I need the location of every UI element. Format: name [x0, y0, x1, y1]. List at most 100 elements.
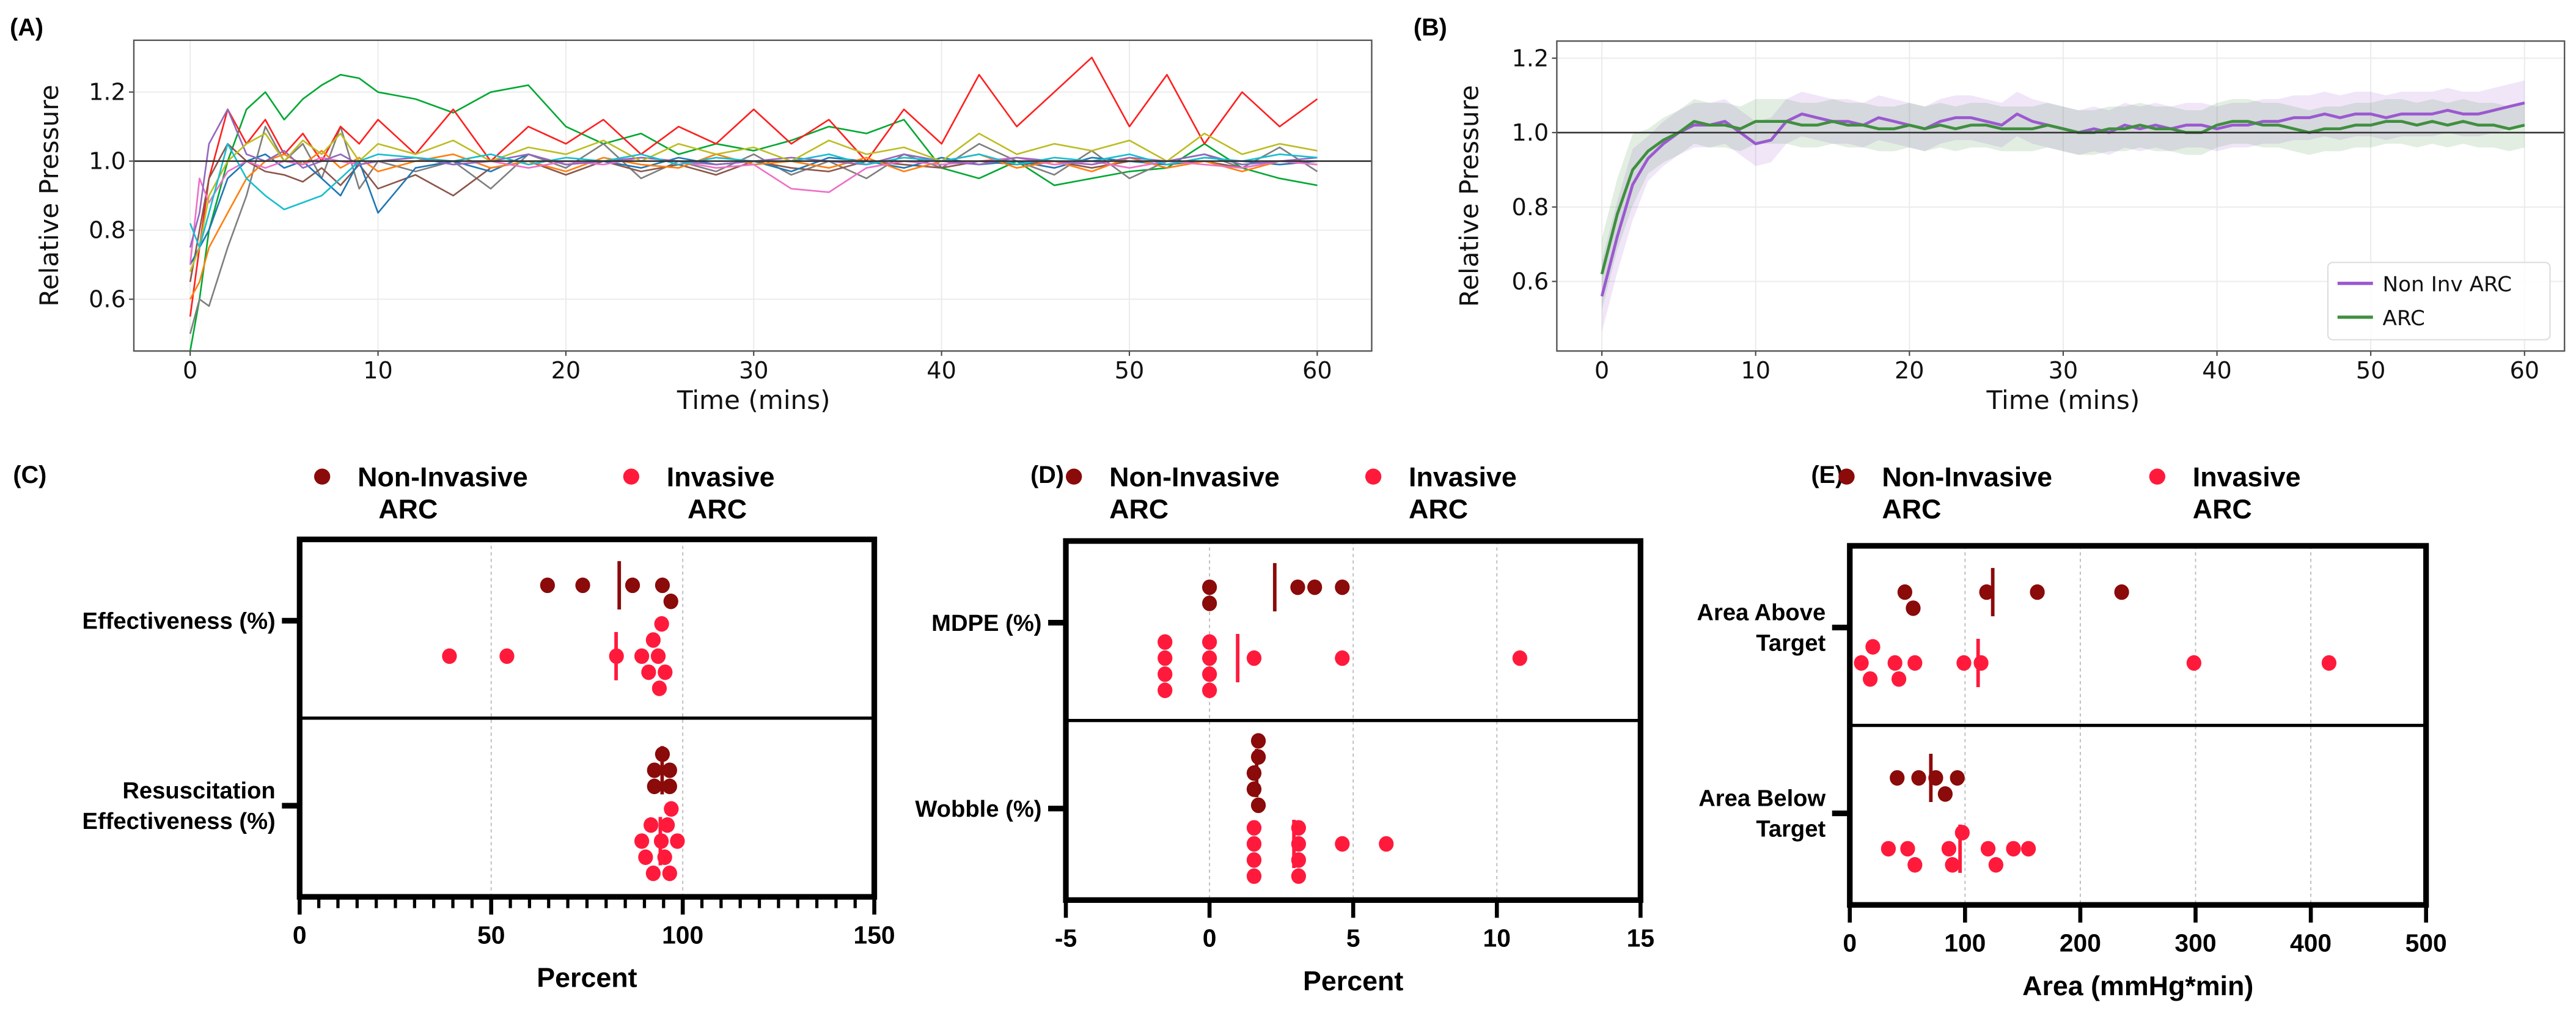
- panel-label: (E): [1811, 462, 1844, 488]
- data-point-non-invasive: [662, 762, 677, 778]
- x-tick-label: 100: [1944, 929, 1986, 957]
- panel-label: (B): [1414, 14, 1447, 41]
- x-tick-label: 30: [2049, 358, 2079, 385]
- data-point-invasive: [638, 849, 653, 865]
- legend-label: ARC: [688, 494, 747, 525]
- y-axis-title: Relative Pressure: [1454, 85, 1484, 307]
- data-point-non-invasive: [1911, 770, 1926, 786]
- x-tick-label: 20: [551, 358, 581, 385]
- data-point-non-invasive: [1246, 781, 1262, 797]
- legend-label: ARC: [2383, 306, 2425, 331]
- data-point-non-invasive: [1250, 797, 1266, 814]
- data-point-non-invasive: [2114, 584, 2129, 600]
- data-point-invasive: [1335, 650, 1350, 666]
- data-point-non-invasive: [1202, 595, 1217, 611]
- data-point-non-invasive: [1290, 579, 1305, 595]
- category-label: Target: [1756, 816, 1826, 842]
- panel-label: (A): [10, 14, 43, 41]
- x-tick-label: 40: [927, 358, 956, 385]
- data-point-invasive: [1158, 682, 1173, 698]
- legend-label: ARC: [2193, 494, 2252, 525]
- data-point-invasive: [634, 648, 650, 664]
- data-point-invasive: [1945, 857, 1960, 873]
- data-point-invasive: [1246, 820, 1262, 836]
- x-tick-label: 0: [1843, 929, 1857, 957]
- x-tick-label: 10: [1741, 358, 1771, 385]
- category-label: Effectiveness (%): [83, 608, 276, 635]
- legend-label: Invasive: [1409, 462, 1517, 492]
- x-axis-title: Time (mins): [1986, 385, 2140, 415]
- x-tick-label: 20: [1895, 358, 1925, 385]
- data-point-non-invasive: [1246, 765, 1262, 781]
- x-tick-label: 40: [2202, 358, 2232, 385]
- y-tick-label: 1.0: [1511, 120, 1549, 147]
- data-point-invasive: [499, 648, 515, 664]
- data-point-invasive: [1246, 650, 1262, 666]
- data-point-invasive: [658, 664, 673, 680]
- data-point-invasive: [1954, 825, 1970, 841]
- data-point-invasive: [1158, 634, 1173, 650]
- data-point-invasive: [1988, 857, 2003, 873]
- data-point-non-invasive: [575, 577, 590, 594]
- data-point-non-invasive: [663, 594, 678, 609]
- series-line: [1600, 120, 2525, 274]
- x-tick-label: -5: [1055, 924, 1077, 952]
- x-tick-label: 200: [2060, 929, 2101, 957]
- legend-marker-non-invasive: [1066, 468, 1082, 485]
- x-tick-label: 100: [662, 921, 703, 949]
- series-line: [189, 108, 1318, 248]
- y-tick-label: 0.8: [89, 218, 126, 245]
- category-label: Target: [1756, 630, 1826, 657]
- data-point-non-invasive: [2030, 584, 2045, 600]
- data-point-invasive: [1881, 841, 1896, 857]
- data-point-invasive: [1379, 836, 1394, 852]
- x-tick-label: 10: [363, 358, 393, 385]
- data-point-non-invasive: [1950, 770, 1965, 786]
- data-point-invasive: [1202, 666, 1217, 682]
- legend-marker-invasive: [1365, 468, 1382, 485]
- panel-label: (C): [13, 462, 46, 488]
- legend-label: Non-Invasive: [358, 462, 528, 492]
- data-point-non-invasive: [1897, 584, 1912, 600]
- data-point-invasive: [1973, 655, 1989, 671]
- x-tick-label: 0: [293, 921, 307, 949]
- data-point-invasive: [1202, 634, 1217, 650]
- x-tick-label: 5: [1346, 924, 1360, 952]
- y-tick-label: 1.2: [89, 79, 126, 106]
- data-point-invasive: [1512, 650, 1527, 666]
- dot-plot-D: -5 0 5 10 15 Percent MDPE (%) Wobble (%) Non-Inv…: [915, 462, 1654, 996]
- data-point-non-invasive: [1890, 770, 1905, 786]
- legend-marker-non-invasive: [314, 468, 331, 485]
- x-tick-label: 500: [2405, 929, 2447, 957]
- x-tick-label: 15: [1627, 924, 1654, 952]
- data-point-invasive: [1246, 852, 1262, 868]
- category-label: Area Above: [1697, 600, 1826, 626]
- series-line: [189, 73, 1318, 352]
- data-point-invasive: [641, 664, 656, 680]
- legend-label: Non-Invasive: [1109, 462, 1280, 492]
- data-point-invasive: [645, 865, 661, 882]
- legend-label: ARC: [1882, 494, 1941, 525]
- y-tick-label: 0.6: [1511, 269, 1549, 296]
- data-point-non-invasive: [1307, 579, 1323, 595]
- x-axis-title: Area (mmHg*min): [2022, 971, 2253, 1001]
- data-point-invasive: [1956, 655, 1972, 671]
- series-line: [189, 153, 1318, 265]
- data-point-non-invasive: [647, 762, 662, 778]
- x-tick-label: 50: [2356, 358, 2386, 385]
- data-point-non-invasive: [655, 577, 670, 594]
- data-point-invasive: [1202, 682, 1217, 698]
- data-point-non-invasive: [662, 778, 677, 795]
- data-point-invasive: [1980, 841, 1996, 857]
- x-tick-label: 60: [1302, 358, 1332, 385]
- x-tick-label: 300: [2174, 929, 2216, 957]
- x-tick-label: 0: [1203, 924, 1217, 952]
- data-point-invasive: [2321, 655, 2337, 671]
- x-tick-label: 60: [2509, 358, 2539, 385]
- series-line: [189, 142, 1318, 282]
- data-point-non-invasive: [625, 577, 640, 594]
- data-point-non-invasive: [540, 577, 555, 594]
- series-line: [189, 150, 1318, 300]
- axes-frame: [1556, 40, 2566, 352]
